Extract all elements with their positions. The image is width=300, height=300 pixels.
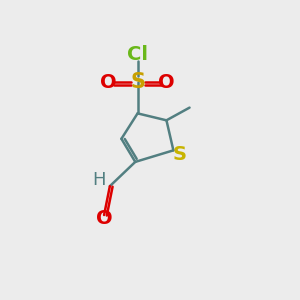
Text: O: O [96,209,112,228]
Text: S: S [130,72,145,92]
Text: O: O [100,73,117,92]
Text: H: H [93,171,106,189]
Text: S: S [173,145,187,164]
Text: Cl: Cl [127,45,148,64]
Text: O: O [158,73,175,92]
